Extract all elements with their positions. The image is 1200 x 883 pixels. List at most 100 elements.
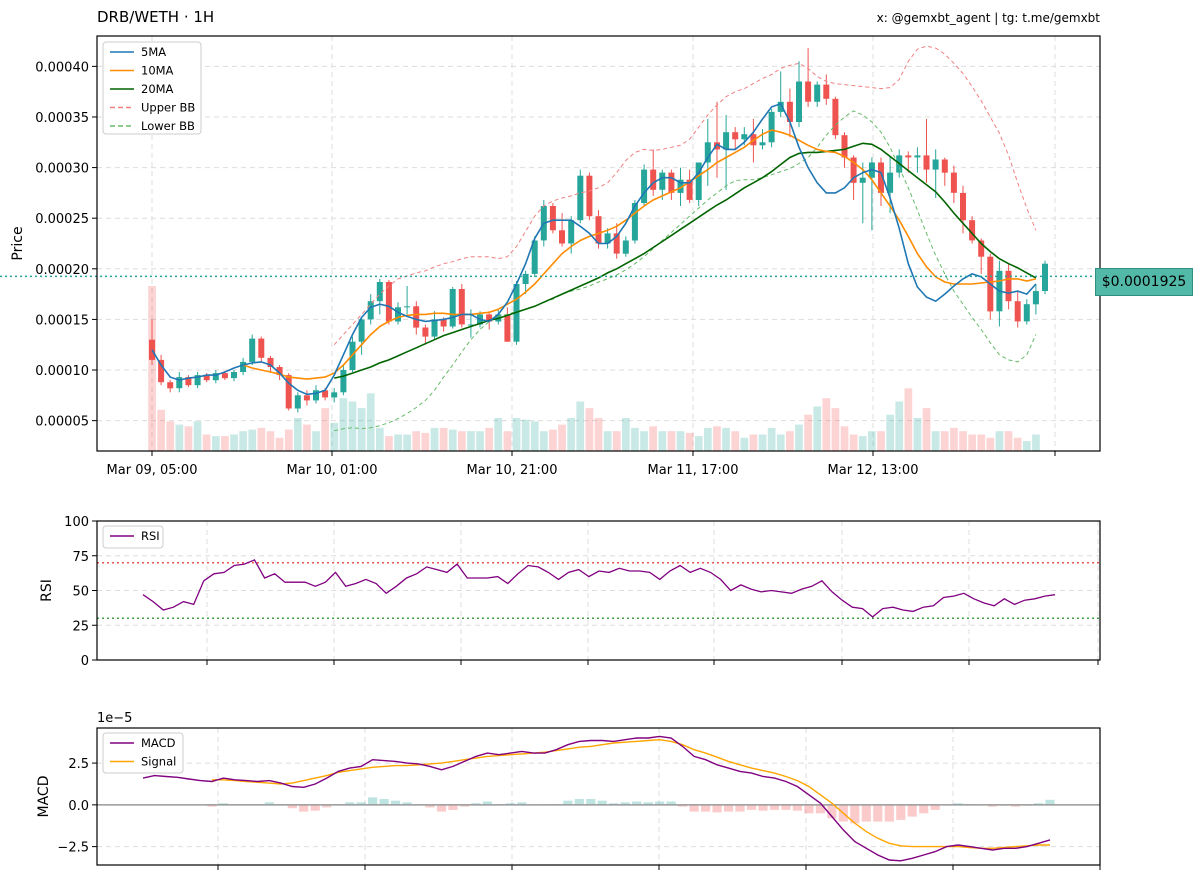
volume-bar	[950, 427, 958, 451]
candle-body	[950, 172, 957, 193]
volume-bar	[895, 401, 904, 451]
candle-body	[422, 327, 429, 337]
price-ytick-label: 0.00010	[35, 364, 89, 379]
candle-body	[905, 155, 912, 158]
macd-histogram-bar	[907, 804, 917, 817]
candle-body	[714, 142, 720, 150]
macd-histogram-bar	[689, 804, 699, 812]
candle-body	[413, 306, 420, 328]
macd-histogram-bar	[322, 804, 332, 808]
macd-histogram-bar	[896, 804, 906, 820]
macd-histogram-bar	[850, 804, 860, 824]
macd-scale-label: 1e−5	[97, 711, 132, 726]
candle-body	[941, 159, 948, 173]
macd-histogram-bar	[310, 804, 320, 811]
candle-body	[203, 375, 210, 381]
candle-body	[294, 395, 301, 409]
rsi-ylabel: RSI	[39, 579, 55, 602]
candle-body	[431, 319, 438, 337]
macd-histogram-bar	[586, 799, 596, 805]
volume-bar	[239, 431, 247, 451]
macd-histogram-bar	[391, 800, 401, 805]
macd-histogram-bar	[930, 804, 940, 810]
candle-body	[568, 220, 575, 244]
candle-body	[486, 314, 493, 322]
volume-bar	[248, 429, 257, 451]
candle-body	[704, 142, 711, 163]
volume-bar	[968, 434, 976, 451]
volume-bar	[266, 431, 275, 451]
volume-bar	[931, 431, 940, 451]
candle-body	[303, 395, 310, 401]
macd-histogram-bar	[884, 804, 894, 822]
candle-body	[577, 175, 584, 221]
volume-bar	[348, 401, 357, 451]
macd-ytick-label: 2.5	[68, 757, 89, 772]
volume-bar	[193, 421, 202, 451]
volume-bar	[312, 431, 320, 451]
candle-body	[167, 382, 174, 389]
rsi-ytick-label: 75	[72, 550, 89, 565]
candle-body	[340, 370, 347, 393]
volume-bar	[357, 408, 366, 451]
ma10-line	[242, 129, 1037, 380]
candle-body	[786, 101, 793, 122]
volume-bar	[877, 431, 885, 451]
volume-bar	[458, 431, 466, 451]
volume-bar	[622, 418, 630, 451]
candle-body	[823, 84, 830, 99]
macd-histogram-bar	[873, 804, 883, 822]
candle-body	[1005, 270, 1012, 302]
macd-histogram-bar	[620, 802, 630, 805]
volume-bar	[667, 431, 676, 451]
candle-body	[604, 233, 611, 244]
macd-histogram-bar	[701, 804, 711, 812]
macd-histogram-bar	[1011, 804, 1021, 807]
volume-bar	[521, 419, 530, 451]
macd-histogram-bar	[379, 799, 389, 805]
candle-body	[677, 179, 684, 193]
volume-bar	[275, 437, 284, 451]
volume-bar	[221, 436, 229, 451]
volume-bar	[849, 434, 858, 451]
volume-bar	[476, 431, 484, 451]
volume-bar	[840, 426, 849, 452]
macd-histogram-bar	[746, 804, 757, 810]
candle-body	[878, 162, 884, 193]
macd-histogram-bar	[1045, 799, 1055, 805]
price-legend-label: Upper BB	[141, 101, 195, 115]
volume-bar	[594, 418, 603, 451]
macd-histogram-bar	[505, 803, 515, 805]
candle-body	[458, 289, 465, 325]
macd-histogram-bar	[919, 804, 929, 814]
rsi-ytick-label: 50	[72, 585, 89, 600]
rsi-frame	[96, 520, 1101, 661]
candle-body	[158, 359, 165, 383]
volume-bar	[694, 436, 703, 451]
candle-body	[185, 377, 192, 386]
candle-body	[376, 282, 383, 302]
macd-frame	[96, 727, 1101, 866]
price-legend-label: Lower BB	[141, 119, 195, 133]
price-ytick-label: 0.00015	[35, 313, 89, 328]
candle-body	[859, 177, 866, 183]
volume-bar	[294, 418, 302, 451]
price-legend-label: 10MA	[141, 64, 174, 78]
macd-histogram-bar	[643, 802, 653, 805]
candle-body	[531, 240, 538, 274]
candle-body	[969, 220, 976, 241]
rsi-ytick-label: 25	[72, 619, 89, 634]
macd-legend-label: MACD	[141, 736, 176, 750]
macd-histogram-bar	[218, 803, 228, 805]
volume-bar	[530, 421, 539, 451]
macd-histogram-bar	[425, 804, 435, 808]
rsi-ytick-label: 0	[81, 654, 89, 669]
macd-histogram-bar	[448, 804, 458, 810]
volume-bar	[776, 434, 785, 451]
volume-bar	[603, 431, 612, 451]
volume-bar	[230, 434, 238, 451]
volume-bar	[202, 434, 211, 451]
price-ytick-label: 0.00020	[35, 263, 89, 278]
volume-bar	[330, 422, 339, 451]
